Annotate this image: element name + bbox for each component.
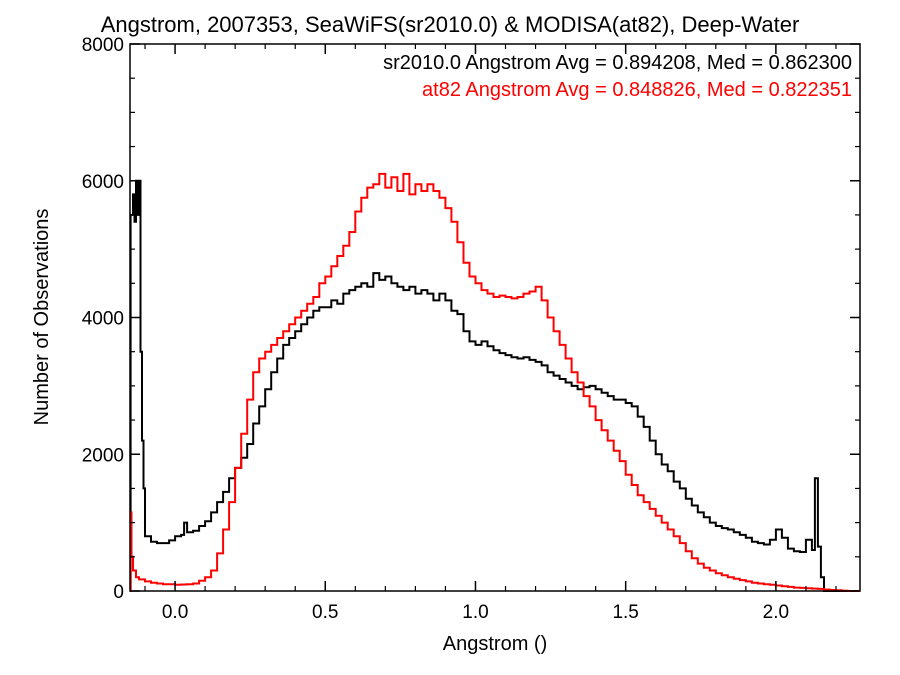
stat-annotation: at82 Angstrom Avg = 0.848826, Med = 0.82… [422,79,852,101]
x-tick-label: 0.0 [162,602,188,623]
x-tick-label: 2.0 [763,602,789,623]
stats-annotations: sr2010.0 Angstrom Avg = 0.894208, Med = … [383,52,852,101]
y-tick-label: 8000 [82,35,124,56]
y-tick-label: 2000 [82,445,124,466]
x-axis-ticks: 0.0 0.5 1.0 1.5 2.0 [144,44,837,623]
x-tick-label: 1.5 [612,602,638,623]
x-axis-label: Angstrom () [443,633,547,655]
series-line-at82 [129,172,860,592]
series-line-sr2010.0 [129,179,860,592]
chart-title: Angstrom, 2007353, SeaWiFS(sr2010.0) & M… [101,12,800,37]
x-tick-label: 1.0 [462,602,488,623]
y-tick-label: 4000 [82,309,124,330]
y-axis-label: Number of Observations [31,209,53,426]
plot-frame [129,43,861,592]
y-tick-label: 0 [113,582,124,603]
y-tick-label: 6000 [82,172,124,193]
stat-annotation: sr2010.0 Angstrom Avg = 0.894208, Med = … [383,52,852,74]
series-layer [129,172,860,592]
y-axis-ticks: 0 2000 4000 6000 8000 [82,35,860,603]
x-tick-label: 0.5 [312,602,338,623]
